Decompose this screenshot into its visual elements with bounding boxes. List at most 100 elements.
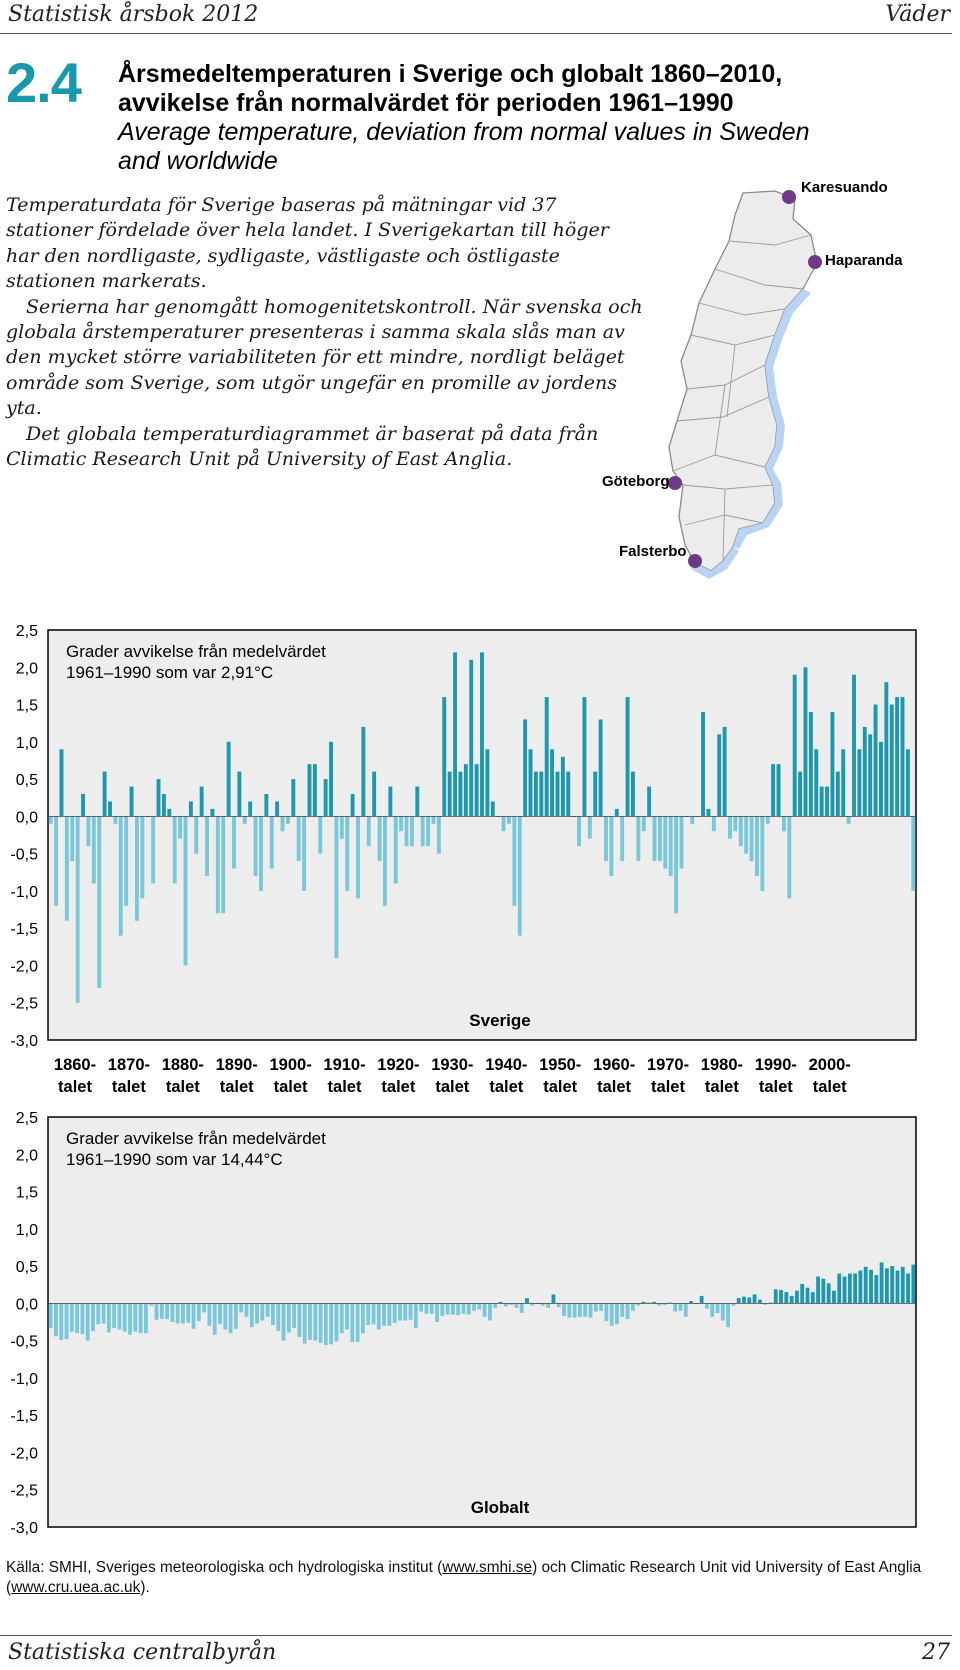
bar-1889 bbox=[202, 1303, 207, 1313]
bar-1953 bbox=[550, 749, 555, 817]
bar-1958 bbox=[577, 816, 581, 847]
bar-1910 bbox=[313, 1303, 318, 1341]
annotation-line-1: Grader avvikelse från medelvärdet bbox=[66, 1129, 326, 1148]
bar-1946 bbox=[512, 816, 517, 906]
bar-1884 bbox=[178, 816, 183, 839]
bar-1902 bbox=[275, 801, 280, 817]
bar-1978 bbox=[673, 1303, 678, 1312]
bar-1955 bbox=[551, 1294, 556, 1304]
bar-1974 bbox=[663, 816, 668, 869]
chart-sverige: 2,5 2,0 1,5 1,0 0,5 0,0 -0,5 -1,0 -1,5 -2,0 -2,5 -3… bbox=[0, 618, 960, 1108]
station-marker-goteborg bbox=[668, 476, 682, 490]
bar-1991 bbox=[742, 1296, 746, 1304]
y-tick-label: 0,0 bbox=[16, 809, 38, 826]
bar-1921 bbox=[371, 1303, 376, 1325]
bar-1901 bbox=[265, 1303, 270, 1317]
bar-1932 bbox=[429, 1303, 434, 1314]
bar-1863 bbox=[64, 816, 69, 921]
bar-1944 bbox=[493, 1303, 498, 1308]
source-link-cru[interactable]: www.cru.uea.ac.uk bbox=[11, 1579, 141, 1596]
bar-1892 bbox=[218, 1303, 222, 1325]
y-tick-label: -3,0 bbox=[10, 1520, 38, 1537]
bar-1936 bbox=[458, 771, 463, 817]
bar-1891 bbox=[215, 816, 220, 914]
decade-label-bottom: talet bbox=[328, 1078, 362, 1096]
bar-1936 bbox=[450, 1303, 455, 1315]
bar-1864 bbox=[69, 1303, 74, 1332]
sweden-land bbox=[668, 190, 818, 572]
bar-2015 bbox=[884, 682, 889, 817]
figure-title-swedish: Årsmedeltemperaturen i Sverige och globa… bbox=[118, 60, 918, 118]
y-tick-label: -1,5 bbox=[10, 921, 38, 938]
bar-2012 bbox=[853, 1273, 858, 1304]
bar-1972 bbox=[641, 1301, 646, 1304]
bar-1883 bbox=[172, 816, 177, 884]
bar-1987 bbox=[720, 1303, 725, 1321]
bar-2021 bbox=[900, 1266, 905, 1304]
bar-2005 bbox=[830, 712, 835, 817]
source-link-smhi[interactable]: www.smhi.se bbox=[442, 1559, 533, 1576]
bar-1956 bbox=[556, 1303, 561, 1308]
decade-label-top: 1890- bbox=[216, 1056, 258, 1074]
bar-1933 bbox=[435, 1303, 439, 1322]
bar-1962 bbox=[598, 719, 603, 817]
bar-1929 bbox=[420, 816, 425, 847]
bar-1942 bbox=[482, 1303, 487, 1317]
bar-1898 bbox=[253, 816, 258, 876]
bar-1964 bbox=[599, 1303, 603, 1311]
bar-2007 bbox=[826, 1283, 831, 1304]
bar-1914 bbox=[339, 816, 344, 839]
bar-2004 bbox=[810, 1292, 815, 1304]
bar-2011 bbox=[862, 726, 867, 817]
bar-1911 bbox=[318, 1303, 323, 1343]
y-tick-label: -3,0 bbox=[10, 1033, 38, 1050]
bar-1919 bbox=[361, 1303, 365, 1334]
bar-1960 bbox=[587, 816, 592, 839]
bar-1959 bbox=[572, 1303, 577, 1318]
south-coast-water bbox=[691, 547, 739, 579]
bar-1986 bbox=[715, 1303, 720, 1314]
chart-title: Sverige bbox=[469, 1011, 530, 1030]
bar-1966 bbox=[609, 1303, 614, 1326]
bar-2023 bbox=[911, 1264, 916, 1304]
decade-label-top: 1920- bbox=[377, 1056, 419, 1074]
bar-1902 bbox=[271, 1303, 275, 1325]
bar-1865 bbox=[75, 1303, 80, 1334]
bar-1970 bbox=[641, 816, 646, 832]
bar-1915 bbox=[345, 816, 350, 891]
bar-1941 bbox=[477, 1303, 482, 1310]
bar-2008 bbox=[846, 816, 851, 824]
chart-globalt-svg: 2,5 2,0 1,5 1,0 0,5 0,0 -0,5 -1,0 -1,5 -2,0 -2,5 -3… bbox=[10, 1110, 917, 1537]
bar-1869 bbox=[96, 1303, 101, 1325]
bar-1878 bbox=[144, 1303, 148, 1334]
y-tick-label: 2,0 bbox=[16, 660, 38, 677]
bar-1925 bbox=[399, 816, 404, 832]
bar-1943 bbox=[488, 1303, 492, 1321]
decade-label-top: 1900- bbox=[269, 1056, 311, 1074]
footer-rule bbox=[0, 1635, 952, 1636]
bar-1920 bbox=[366, 1303, 371, 1325]
bar-1971 bbox=[636, 1303, 641, 1306]
annotation-line-2: 1961–1990 som var 2,91°C bbox=[66, 663, 273, 682]
bar-1905 bbox=[291, 779, 296, 817]
bar-1890 bbox=[210, 808, 215, 817]
decade-label-top: 1940- bbox=[485, 1056, 527, 1074]
bar-1867 bbox=[85, 1303, 90, 1341]
bar-1876 bbox=[133, 1303, 138, 1332]
source-prefix: Källa: SMHI, Sveriges meteorologiska och… bbox=[6, 1559, 443, 1576]
bar-2019 bbox=[890, 1266, 895, 1304]
bar-1912 bbox=[323, 1303, 328, 1346]
bar-1994 bbox=[757, 1299, 762, 1304]
bar-1962 bbox=[588, 1303, 593, 1318]
bar-1956 bbox=[566, 771, 571, 817]
decade-label-bottom: talet bbox=[166, 1078, 200, 1096]
bar-1937 bbox=[456, 1303, 461, 1316]
bar-2014 bbox=[879, 741, 883, 817]
decade-label-bottom: talet bbox=[435, 1078, 469, 1096]
intro-paragraph-1: Temperaturdata för Sverige baseras på mä… bbox=[6, 194, 609, 293]
bar-1940 bbox=[480, 652, 484, 817]
bar-1977 bbox=[679, 816, 684, 869]
decade-label-bottom: talet bbox=[705, 1078, 739, 1096]
bar-1886 bbox=[188, 801, 193, 817]
bar-2020 bbox=[911, 816, 916, 891]
